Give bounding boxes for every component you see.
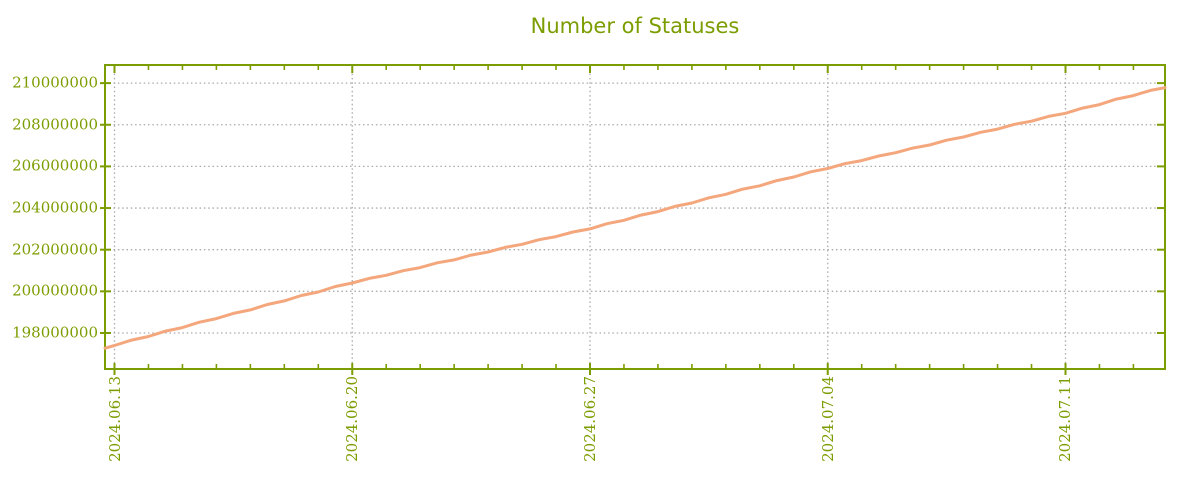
x-tick-label: 2024.07.11 [1056, 376, 1075, 462]
x-tick-label: 2024.06.27 [580, 376, 599, 462]
y-tick-label: 198000000 [12, 323, 98, 342]
y-tick-label: 208000000 [12, 115, 98, 134]
plot-border [104, 64, 1166, 370]
y-tick-label: 202000000 [12, 240, 98, 259]
chart-title: Number of Statuses [530, 14, 740, 38]
y-tick-label: 204000000 [12, 198, 98, 217]
y-tick-label: 206000000 [12, 156, 98, 175]
x-tick-label: 2024.07.04 [818, 376, 837, 462]
x-tick-label: 2024.06.20 [343, 376, 362, 462]
y-tick-label: 200000000 [12, 281, 98, 300]
statuses-series-line [103, 86, 1167, 350]
x-tick-label: 2024.06.13 [105, 376, 124, 462]
y-tick-label: 210000000 [12, 73, 98, 92]
